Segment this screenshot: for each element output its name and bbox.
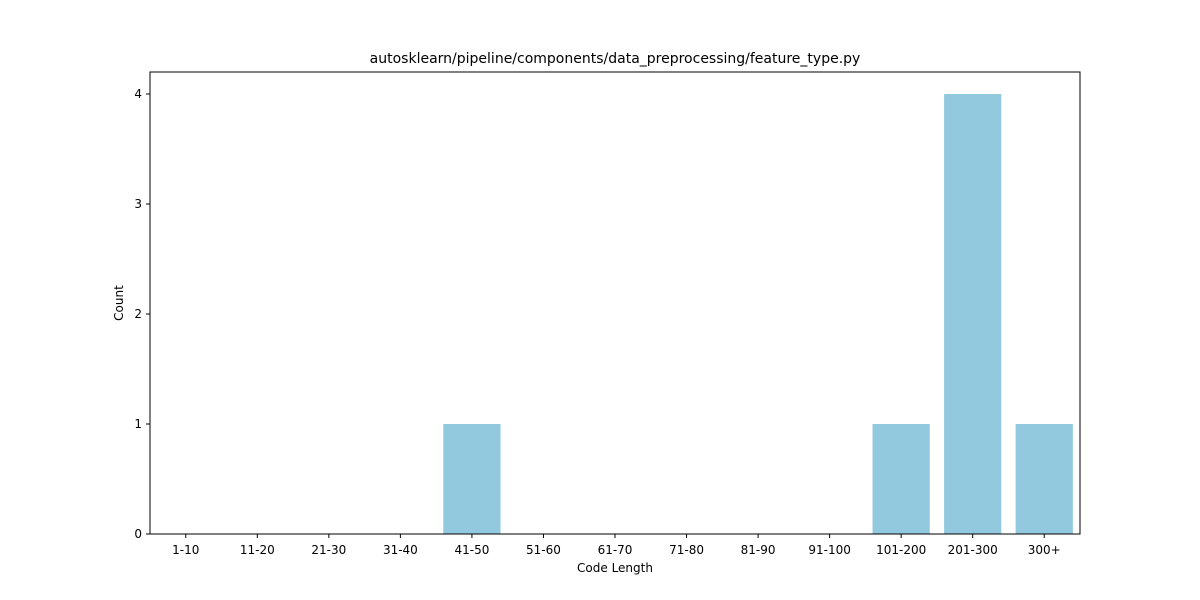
y-tick-label: 0 xyxy=(134,527,142,541)
y-axis-label: Count xyxy=(112,285,126,321)
y-tick-label: 3 xyxy=(134,197,142,211)
bar-101-200 xyxy=(872,424,930,534)
plot-frame xyxy=(149,71,1081,535)
x-tick-label: 101-200 xyxy=(876,543,926,557)
x-axis-ticks: 1-10 11-20 21-30 31-40 41-50 51-60 61-70 71-80 8… xyxy=(172,534,1061,557)
bar-41-50 xyxy=(443,424,501,534)
bars-group xyxy=(443,94,1073,534)
x-tick-label: 201-300 xyxy=(948,543,998,557)
x-tick-label: 71-80 xyxy=(669,543,704,557)
chart-title: autosklearn/pipeline/components/data_pre… xyxy=(370,51,861,67)
x-tick-label: 31-40 xyxy=(383,543,418,557)
x-tick-label: 300+ xyxy=(1028,543,1061,557)
x-tick-label: 1-10 xyxy=(172,543,199,557)
x-axis-label: Code Length xyxy=(577,561,653,575)
y-tick-label: 2 xyxy=(134,307,142,321)
x-tick-label: 61-70 xyxy=(598,543,633,557)
y-axis-ticks: 0 1 2 3 4 xyxy=(134,87,150,541)
x-tick-label: 21-30 xyxy=(311,543,346,557)
y-tick-label: 1 xyxy=(134,417,142,431)
x-tick-label: 91-100 xyxy=(808,543,851,557)
x-tick-label: 51-60 xyxy=(526,543,561,557)
x-tick-label: 41-50 xyxy=(454,543,489,557)
x-tick-label: 11-20 xyxy=(240,543,275,557)
x-tick-label: 81-90 xyxy=(741,543,776,557)
bar-300+ xyxy=(1015,424,1073,534)
y-tick-label: 4 xyxy=(134,87,142,101)
bar-201-300 xyxy=(944,94,1002,534)
